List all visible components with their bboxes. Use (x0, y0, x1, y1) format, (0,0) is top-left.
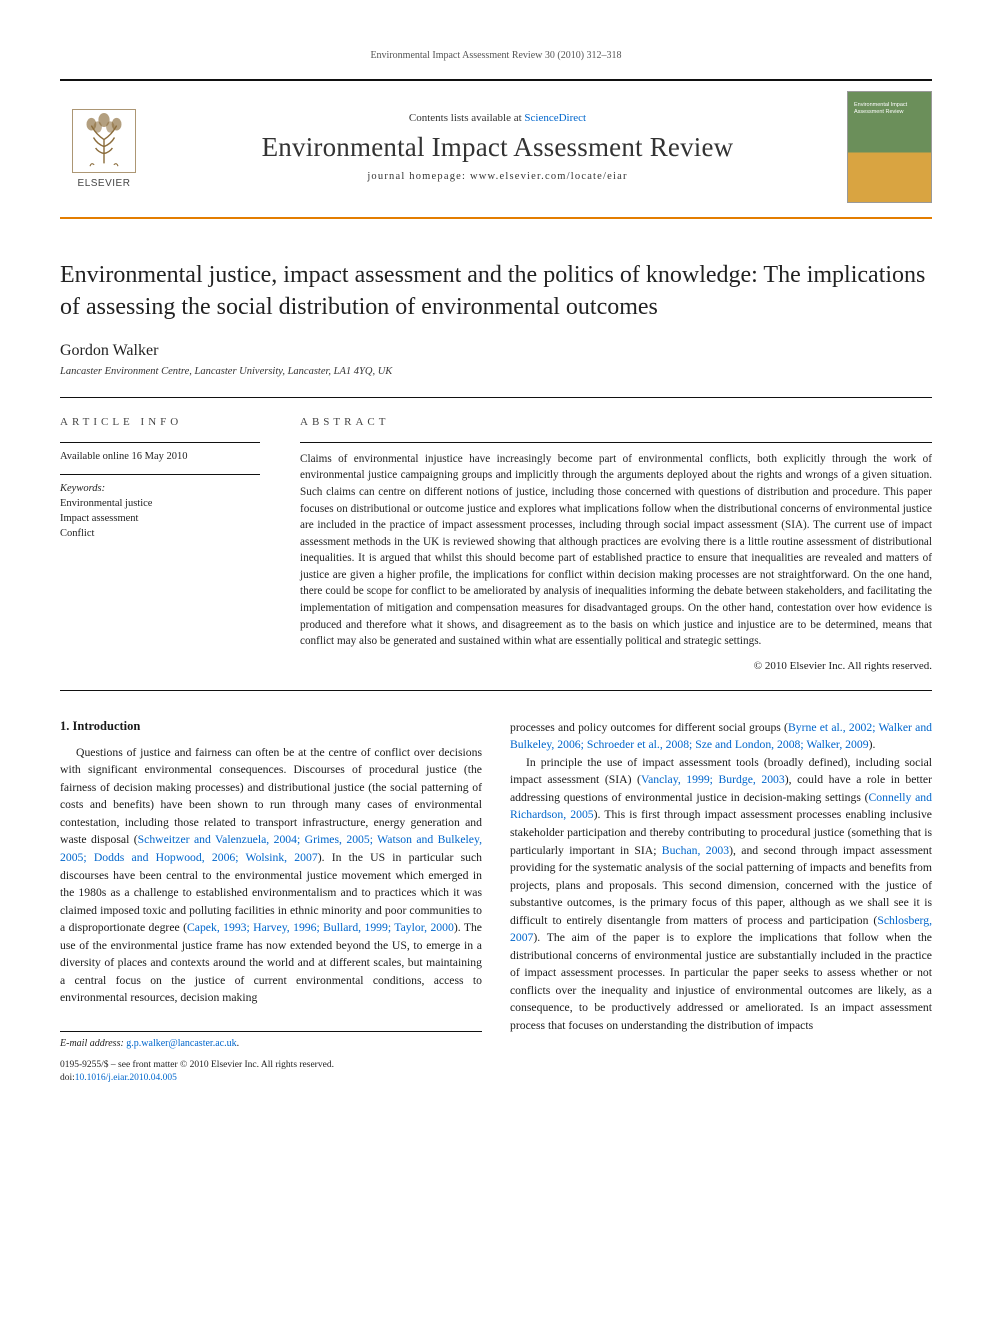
article-title: Environmental justice, impact assessment… (60, 259, 932, 324)
footer-rights: 0195-9255/$ – see front matter © 2010 El… (60, 1059, 482, 1086)
email-label: E-mail address: (60, 1038, 126, 1049)
journal-cover-thumbnail: Environmental Impact Assessment Review (847, 91, 932, 203)
homepage-prefix: journal homepage: (367, 171, 470, 182)
doi-link[interactable]: 10.1016/j.eiar.2010.04.005 (75, 1073, 177, 1083)
author-affiliation: Lancaster Environment Centre, Lancaster … (60, 366, 932, 377)
publisher-block: ELSEVIER (60, 106, 148, 189)
email-line: E-mail address: g.p.walker@lancaster.ac.… (60, 1038, 482, 1049)
doi-prefix: doi: (60, 1073, 75, 1083)
contents-line: Contents lists available at ScienceDirec… (168, 112, 827, 124)
contents-prefix: Contents lists available at (409, 112, 524, 124)
keywords-list: Environmental justice Impact assessment … (60, 496, 260, 542)
body-text-span: processes and policy outcomes for differ… (510, 721, 788, 734)
keywords-heading: Keywords: (60, 483, 260, 494)
elsevier-wordmark: ELSEVIER (78, 178, 131, 189)
body-text-span: Questions of justice and fairness can of… (60, 746, 482, 847)
journal-page: Environmental Impact Assessment Review 3… (0, 0, 992, 1126)
body-right-text: processes and policy outcomes for differ… (510, 719, 932, 1035)
citation-link[interactable]: Vanclay, 1999; Burdge, 2003 (641, 773, 785, 786)
email-suffix: . (237, 1038, 240, 1049)
running-header: Environmental Impact Assessment Review 3… (60, 50, 932, 61)
abstract-copyright: © 2010 Elsevier Inc. All rights reserved… (300, 660, 932, 672)
keyword-item: Impact assessment (60, 511, 260, 526)
homepage-line: journal homepage: www.elsevier.com/locat… (168, 171, 827, 182)
journal-title: Environmental Impact Assessment Review (168, 132, 827, 163)
citation-link[interactable]: Capek, 1993; Harvey, 1996; Bullard, 1999… (187, 921, 454, 934)
footer-block: E-mail address: g.p.walker@lancaster.ac.… (60, 1031, 482, 1086)
body-text-span: ). (869, 738, 876, 751)
abstract-heading: ABSTRACT (300, 416, 932, 428)
keyword-item: Conflict (60, 526, 260, 541)
author-email-link[interactable]: g.p.walker@lancaster.ac.uk (126, 1038, 236, 1049)
citation-link[interactable]: Buchan, 2003 (662, 844, 729, 857)
body-right-column: processes and policy outcomes for differ… (510, 719, 932, 1086)
sciencedirect-link[interactable]: ScienceDirect (524, 112, 586, 124)
body-text-span: ). The aim of the paper is to explore th… (510, 931, 932, 1032)
masthead-center: Contents lists available at ScienceDirec… (168, 112, 827, 182)
keyword-item: Environmental justice (60, 496, 260, 511)
available-online-line: Available online 16 May 2010 (60, 442, 260, 462)
author-name: Gordon Walker (60, 342, 932, 360)
issn-line: 0195-9255/$ – see front matter © 2010 El… (60, 1059, 482, 1072)
section-1-heading: 1. Introduction (60, 719, 482, 734)
body-left-column: 1. Introduction Questions of justice and… (60, 719, 482, 1086)
article-info-heading: ARTICLE INFO (60, 416, 260, 428)
elsevier-tree-icon (69, 106, 139, 176)
cover-title-text: Environmental Impact Assessment Review (854, 102, 925, 116)
abstract-column: ABSTRACT Claims of environmental injusti… (300, 416, 932, 672)
body-left-text: Questions of justice and fairness can of… (60, 744, 482, 1007)
homepage-url: www.elsevier.com/locate/eiar (470, 171, 628, 182)
body-columns: 1. Introduction Questions of justice and… (60, 719, 932, 1086)
divider-bottom (60, 690, 932, 691)
masthead: ELSEVIER Contents lists available at Sci… (60, 79, 932, 219)
info-abstract-row: ARTICLE INFO Available online 16 May 201… (60, 398, 932, 690)
abstract-text: Claims of environmental injustice have i… (300, 442, 932, 650)
article-info-column: ARTICLE INFO Available online 16 May 201… (60, 416, 260, 672)
